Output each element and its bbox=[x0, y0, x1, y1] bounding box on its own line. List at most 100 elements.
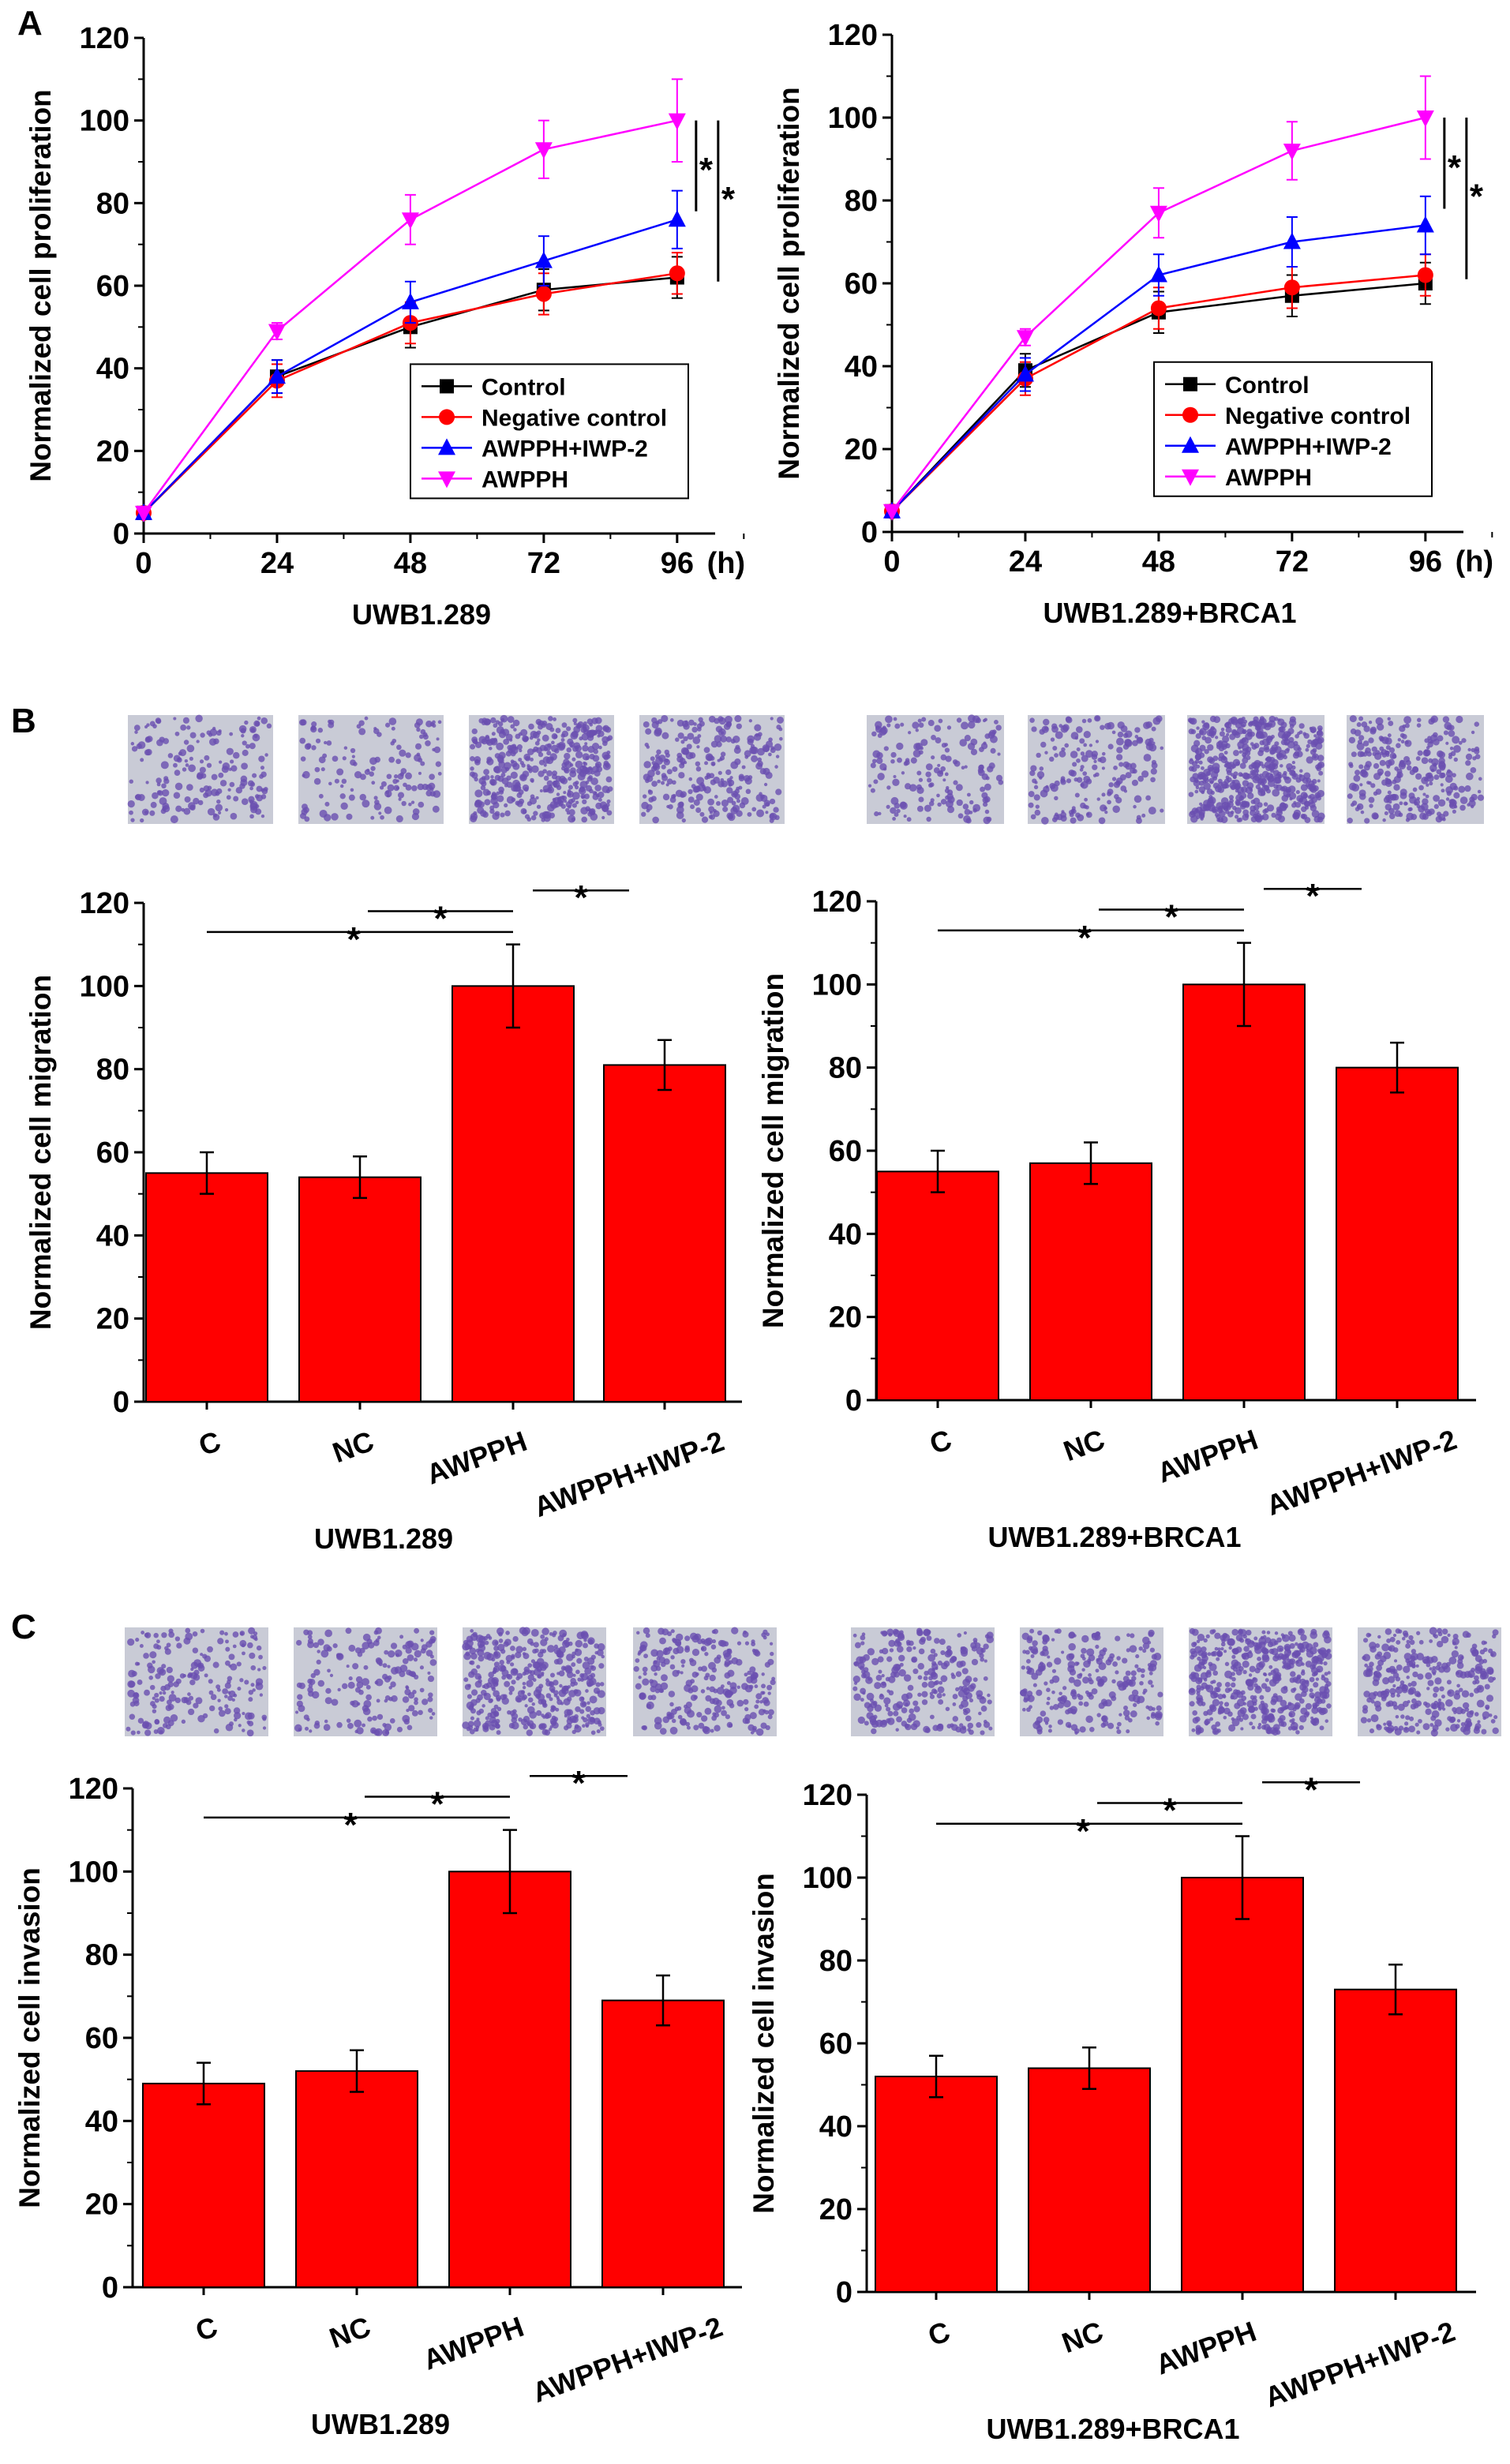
marker-triangle-down bbox=[1283, 144, 1301, 160]
cell-dot bbox=[1291, 765, 1296, 770]
cell-dot bbox=[1392, 1633, 1397, 1638]
cell-dot bbox=[403, 1718, 410, 1725]
cell-dot bbox=[1287, 740, 1295, 749]
cell-dot bbox=[1029, 1705, 1032, 1709]
cell-dot bbox=[912, 721, 920, 729]
cell-dot bbox=[1207, 756, 1214, 763]
cell-dot bbox=[1021, 1665, 1025, 1670]
cell-dot bbox=[472, 1631, 478, 1638]
cell-dot bbox=[569, 770, 577, 777]
cell-dot bbox=[1444, 775, 1453, 783]
cell-dot bbox=[388, 717, 397, 725]
cell-dot bbox=[250, 1635, 254, 1639]
cell-dot bbox=[253, 720, 260, 727]
cell-dot bbox=[1415, 1700, 1422, 1707]
significance-star: * bbox=[1470, 178, 1484, 216]
cell-dot bbox=[204, 1673, 208, 1678]
cell-dot bbox=[556, 792, 560, 796]
cell-dot bbox=[971, 1658, 979, 1666]
cell-dot bbox=[1307, 739, 1313, 745]
cell-dot bbox=[491, 732, 496, 736]
cell-dot bbox=[161, 783, 167, 789]
x-tick-label: C bbox=[924, 2315, 954, 2352]
cell-dot bbox=[1212, 755, 1219, 762]
cell-dot bbox=[1257, 802, 1263, 808]
cell-dot bbox=[144, 1729, 152, 1736]
cell-dot bbox=[334, 778, 339, 784]
cell-dot bbox=[1133, 795, 1142, 803]
cell-dot bbox=[156, 790, 162, 795]
cell-dot bbox=[350, 1700, 355, 1706]
cell-dot bbox=[199, 787, 205, 793]
cell-dot bbox=[174, 731, 180, 736]
bar bbox=[1029, 1162, 1152, 1402]
cell-dot bbox=[744, 1706, 749, 1712]
cell-dot bbox=[595, 763, 601, 768]
cell-dot bbox=[1217, 1652, 1223, 1657]
cell-dot bbox=[885, 715, 893, 724]
cell-dot bbox=[1034, 781, 1038, 785]
cell-dot bbox=[323, 1644, 331, 1652]
cell-dot bbox=[1115, 1635, 1121, 1642]
cell-dot bbox=[1483, 1647, 1488, 1653]
x-tick-label: AWPPH bbox=[419, 2310, 528, 2376]
cell-dot bbox=[867, 784, 872, 788]
cell-dot bbox=[188, 764, 196, 773]
cell-dot bbox=[1347, 793, 1353, 799]
cell-dot bbox=[1066, 778, 1072, 784]
cell-dot bbox=[572, 717, 578, 723]
micrograph-image bbox=[462, 1627, 606, 1736]
cell-dot bbox=[226, 795, 231, 800]
cell-dot bbox=[566, 1653, 574, 1661]
cell-dot bbox=[1192, 1710, 1198, 1716]
cell-dot bbox=[1220, 1646, 1224, 1651]
cell-dot bbox=[490, 797, 498, 805]
cell-dot bbox=[212, 726, 216, 731]
cell-dot bbox=[1194, 753, 1202, 761]
y-tick-label: 40 bbox=[85, 2105, 118, 2138]
cell-dot bbox=[309, 1729, 313, 1733]
cell-dot bbox=[524, 1704, 528, 1708]
cell-dot bbox=[870, 762, 876, 769]
cell-dot bbox=[159, 1730, 163, 1735]
cell-dot bbox=[1033, 785, 1039, 790]
cell-dot bbox=[1197, 1677, 1203, 1683]
cell-dot bbox=[1188, 719, 1193, 723]
cell-dot bbox=[382, 1728, 390, 1736]
cell-dot bbox=[174, 782, 183, 791]
cell-dot bbox=[1364, 818, 1370, 824]
cell-dot bbox=[655, 770, 661, 776]
cell-dot bbox=[1257, 781, 1262, 786]
cell-dot bbox=[1319, 1691, 1323, 1695]
cell-dot bbox=[1220, 781, 1228, 788]
cell-dot bbox=[890, 807, 897, 814]
cell-dot bbox=[1301, 1691, 1307, 1698]
cell-dot bbox=[1209, 715, 1216, 722]
cell-dot bbox=[944, 1650, 952, 1658]
cell-dot bbox=[941, 1662, 948, 1670]
cell-dot bbox=[946, 785, 950, 790]
y-axis-label: Normalized cell migration bbox=[24, 975, 57, 1330]
cell-dot bbox=[1327, 1671, 1331, 1675]
cell-dot bbox=[155, 717, 162, 724]
cell-dot bbox=[687, 1709, 695, 1718]
cell-dot bbox=[1076, 758, 1081, 763]
cell-dot bbox=[1079, 738, 1085, 744]
cell-dot bbox=[643, 1671, 647, 1676]
cell-dot bbox=[540, 1634, 545, 1639]
cell-dot bbox=[1313, 755, 1317, 759]
cell-dot bbox=[1313, 1655, 1319, 1662]
cell-dot bbox=[343, 746, 348, 750]
cell-dot bbox=[397, 773, 404, 780]
cell-dot bbox=[937, 1686, 945, 1694]
cell-dot bbox=[240, 778, 248, 787]
cell-dot bbox=[676, 1641, 682, 1647]
cell-dot bbox=[189, 1679, 196, 1686]
cell-dot bbox=[566, 1709, 574, 1716]
cell-dot bbox=[724, 1672, 731, 1679]
cell-dot bbox=[318, 793, 324, 799]
cell-dot bbox=[539, 788, 543, 793]
cell-dot bbox=[875, 1675, 882, 1681]
cell-dot bbox=[1107, 799, 1111, 805]
cell-dot bbox=[590, 1665, 597, 1672]
